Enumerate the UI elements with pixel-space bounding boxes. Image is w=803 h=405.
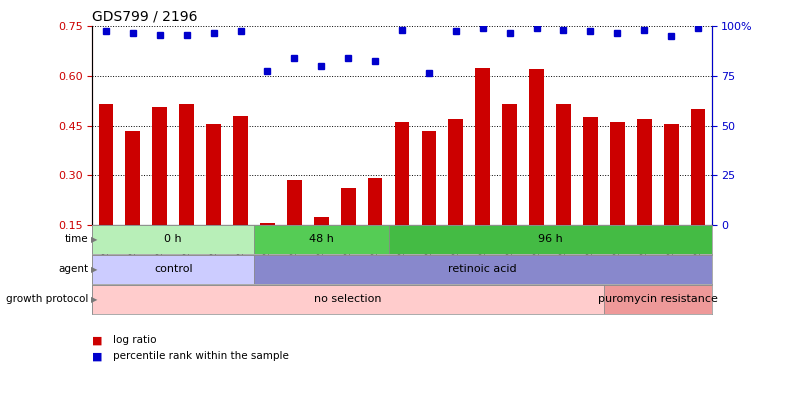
Text: no selection: no selection — [314, 294, 381, 304]
Text: ■: ■ — [92, 352, 103, 361]
Bar — [448, 119, 463, 225]
Bar — [99, 104, 113, 225]
Bar — [125, 130, 140, 225]
Text: ▶: ▶ — [91, 265, 97, 274]
Text: control: control — [153, 264, 192, 274]
Bar — [502, 104, 516, 225]
Text: 48 h: 48 h — [308, 234, 333, 244]
Bar — [690, 109, 704, 225]
Text: log ratio: log ratio — [112, 335, 156, 345]
Bar — [556, 104, 570, 225]
Bar — [92, 255, 254, 284]
Bar — [259, 223, 275, 225]
Bar — [663, 124, 678, 225]
Bar — [152, 107, 167, 225]
Bar — [609, 122, 624, 225]
Text: 96 h: 96 h — [537, 234, 562, 244]
Text: ■: ■ — [92, 335, 103, 345]
Bar — [233, 116, 247, 225]
Text: ▶: ▶ — [91, 295, 97, 304]
Text: percentile rank within the sample: percentile rank within the sample — [112, 352, 288, 361]
Text: growth protocol: growth protocol — [6, 294, 88, 304]
Bar — [603, 285, 711, 314]
Bar — [254, 255, 711, 284]
Bar — [582, 117, 597, 225]
Bar — [340, 188, 355, 225]
Text: GDS799 / 2196: GDS799 / 2196 — [92, 10, 198, 24]
Text: ▶: ▶ — [91, 235, 97, 244]
Text: retinoic acid: retinoic acid — [448, 264, 516, 274]
Bar — [179, 104, 194, 225]
Bar — [92, 285, 603, 314]
Bar — [92, 225, 254, 254]
Bar — [287, 180, 301, 225]
Bar — [421, 130, 436, 225]
Bar — [475, 68, 490, 225]
Bar — [388, 225, 711, 254]
Bar — [528, 69, 544, 225]
Bar — [367, 179, 382, 225]
Text: 0 h: 0 h — [164, 234, 181, 244]
Text: puromycin resistance: puromycin resistance — [597, 294, 717, 304]
Text: time: time — [65, 234, 88, 244]
Bar — [313, 217, 328, 225]
Bar — [254, 225, 388, 254]
Text: agent: agent — [59, 264, 88, 274]
Bar — [394, 122, 409, 225]
Bar — [636, 119, 651, 225]
Bar — [206, 124, 221, 225]
